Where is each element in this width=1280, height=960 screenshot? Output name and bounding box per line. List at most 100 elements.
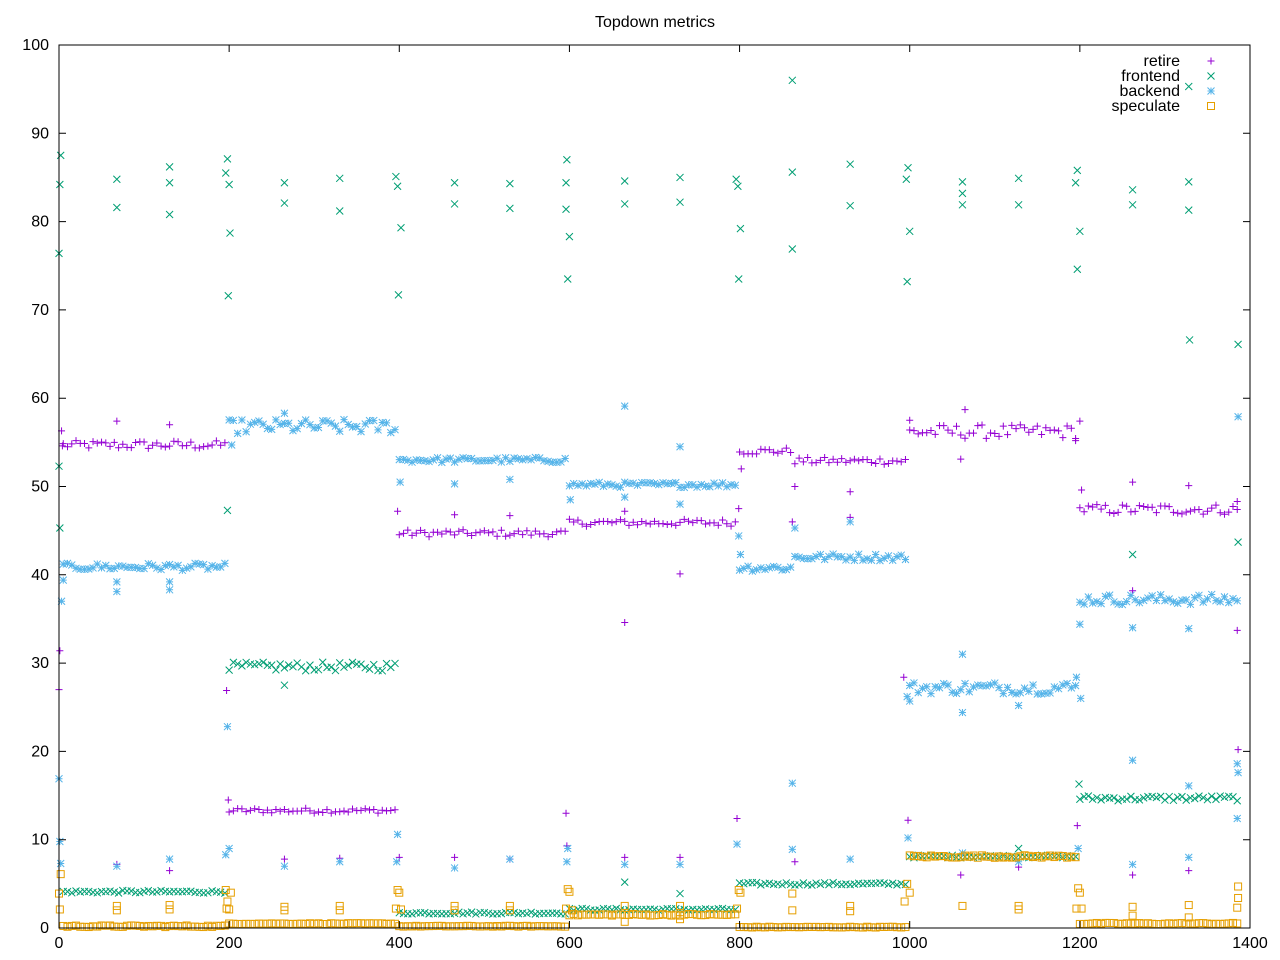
speculate-point [89, 922, 98, 931]
retire-point [1148, 503, 1156, 511]
speculate-point [812, 922, 821, 931]
frontend-point [734, 275, 743, 283]
backend-point [918, 684, 927, 693]
retire-point [1008, 421, 1016, 429]
backend-point [782, 565, 791, 574]
retire-point [408, 531, 416, 539]
x-tick-label: 200 [216, 935, 243, 952]
speculate-point [1003, 852, 1012, 861]
retire-point [629, 518, 637, 526]
speculate-point [480, 922, 489, 931]
retire-point [259, 809, 267, 817]
frontend-point [340, 663, 348, 672]
backend-point [284, 419, 293, 428]
frontend-point [788, 76, 797, 85]
speculate-point [978, 851, 987, 860]
retire-point [1029, 425, 1037, 433]
retire-point [81, 439, 89, 447]
retire-point [140, 438, 148, 446]
speculate-point [280, 906, 289, 915]
backend-point [982, 682, 991, 690]
retire-point [1076, 504, 1084, 512]
backend-point [595, 478, 604, 487]
backend-point [408, 458, 416, 467]
speculate-point [705, 910, 714, 919]
retire-point [553, 528, 561, 536]
retire-point [1152, 509, 1160, 517]
frontend-point [67, 888, 76, 897]
retire-point [336, 808, 344, 816]
retire-point [485, 529, 493, 537]
speculate-point [254, 919, 263, 928]
backend-point [263, 424, 272, 433]
backend-point [301, 416, 310, 424]
backend-point [225, 844, 233, 853]
retire-point [663, 521, 671, 528]
speculate-point [727, 910, 736, 919]
backend-point [97, 564, 106, 572]
speculate-point [786, 923, 795, 932]
speculate-point [922, 853, 931, 862]
speculate-point [1234, 882, 1243, 891]
frontend-point [357, 660, 365, 669]
retire-point [940, 422, 948, 430]
backend-point [586, 479, 595, 488]
retire-point [221, 439, 229, 447]
frontend-point [1014, 844, 1023, 853]
speculate-point [131, 921, 140, 930]
backend-point [1220, 593, 1229, 601]
speculate-point [969, 851, 978, 860]
retire-point [668, 520, 676, 528]
backend-point [1229, 594, 1237, 603]
backend-point [348, 423, 357, 431]
backend-point [1234, 768, 1242, 777]
retire-point [1093, 501, 1101, 509]
frontend-point [327, 663, 336, 671]
backend-point [1014, 701, 1023, 710]
retire-point [417, 526, 425, 534]
backend-point [939, 679, 948, 688]
speculate-point [607, 911, 616, 920]
speculate-point [599, 910, 608, 919]
retire-point [1080, 508, 1088, 516]
speculate-point [144, 921, 153, 930]
frontend-point [846, 160, 855, 169]
speculate-point [1186, 919, 1195, 928]
speculate-point [246, 919, 255, 928]
speculate-point [433, 921, 442, 930]
frontend-point [825, 880, 833, 889]
frontend-point [272, 666, 280, 674]
retire-point [1178, 510, 1186, 518]
retire-point [970, 429, 978, 437]
frontend-point [397, 223, 405, 232]
backend-point [561, 454, 570, 463]
backend-point [565, 481, 574, 490]
retire-point [1203, 507, 1211, 515]
retire-point [999, 422, 1007, 430]
backend-point [897, 551, 906, 560]
backend-point [127, 563, 136, 572]
backend-point [1233, 814, 1242, 823]
speculate-point [788, 889, 797, 898]
speculate-point [1109, 919, 1118, 928]
backend-point [820, 555, 829, 564]
frontend-point [1182, 796, 1191, 804]
backend-point [739, 564, 748, 573]
backend-point [1072, 673, 1081, 682]
backend-point [1139, 596, 1148, 605]
backend-point [412, 456, 421, 464]
retire-point [791, 483, 799, 490]
retire-point [225, 808, 233, 816]
backend-point [710, 479, 718, 488]
frontend-point [238, 662, 246, 670]
backend-point [999, 689, 1008, 698]
speculate-point [505, 901, 514, 910]
backend-point [620, 402, 629, 411]
backend-point [1076, 694, 1085, 703]
backend-point [978, 681, 986, 690]
backend-point [182, 564, 191, 573]
backend-point [833, 553, 842, 561]
retire-point [659, 520, 667, 528]
speculate-point [344, 919, 353, 928]
backend-point [1135, 598, 1144, 607]
